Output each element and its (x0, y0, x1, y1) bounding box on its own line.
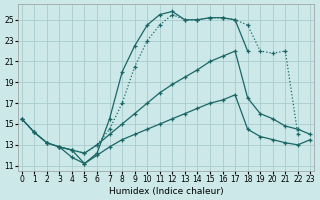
X-axis label: Humidex (Indice chaleur): Humidex (Indice chaleur) (109, 187, 223, 196)
